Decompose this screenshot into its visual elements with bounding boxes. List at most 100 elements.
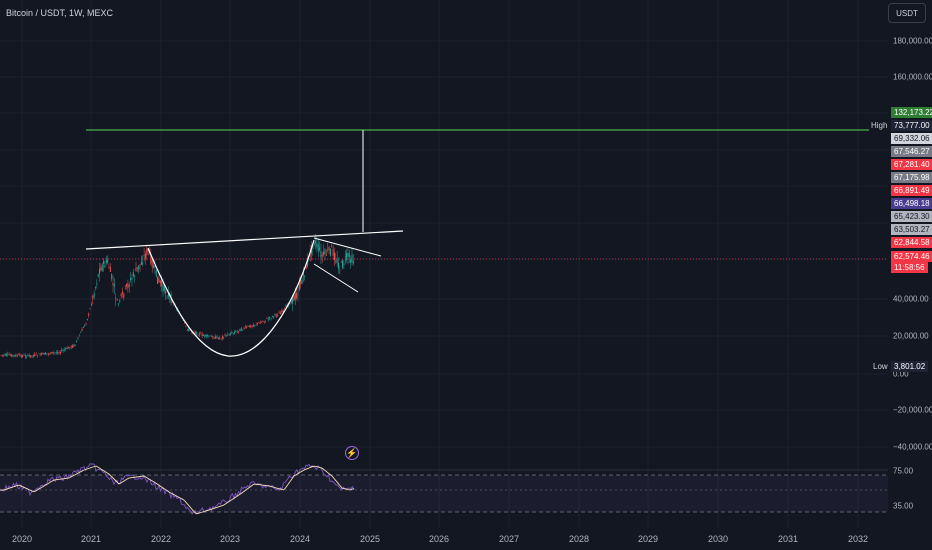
x-tick: 2021 [80, 534, 102, 544]
candle-body [200, 333, 202, 334]
candle-body [146, 248, 148, 256]
candle-body [34, 354, 36, 357]
candle-body [100, 266, 102, 271]
candle-body [128, 284, 130, 287]
candle-body [59, 351, 61, 354]
candle-body [306, 260, 308, 267]
candle-body [46, 353, 48, 355]
candle-body [117, 303, 119, 305]
candle-body [246, 326, 248, 328]
candle-body [225, 335, 227, 337]
candle-body [51, 352, 53, 353]
candle-body [294, 293, 296, 300]
y-tick: 180,000.00 [893, 36, 932, 46]
candle-body [171, 301, 173, 303]
candle-body [130, 278, 132, 281]
candle-body [247, 326, 249, 327]
candle-body [296, 292, 298, 299]
candle-body [324, 249, 326, 255]
y-tick: −20,000.00 [893, 405, 932, 415]
candle-body [190, 331, 192, 333]
candle-body [343, 263, 345, 265]
candle-body [47, 353, 49, 355]
candle-body [228, 335, 230, 336]
candle-body [15, 354, 17, 357]
candle-body [320, 250, 322, 258]
lightning-icon[interactable]: ⚡ [345, 446, 359, 460]
candle-body [55, 352, 57, 354]
candle-body [0, 355, 2, 356]
currency-button[interactable]: USDT [888, 3, 926, 23]
candle-body [269, 316, 271, 318]
candle-body [150, 253, 152, 264]
candle-body [203, 335, 204, 336]
candle-body [186, 329, 188, 331]
candle-body [23, 355, 25, 356]
candle-body [305, 264, 307, 270]
candle-body [63, 349, 65, 351]
candle-body [5, 354, 7, 356]
candle-body [189, 329, 191, 331]
candle-body [328, 246, 330, 251]
candle-body [12, 354, 14, 356]
candle-body [41, 353, 42, 355]
candle-body [297, 293, 299, 294]
symbol-title[interactable]: Bitcoin / USDT, 1W, MEXC [6, 8, 114, 18]
candle-body [209, 335, 211, 337]
candle-body [238, 331, 240, 332]
rsi-band [0, 475, 888, 512]
candle-body [162, 285, 164, 292]
candle-body [35, 353, 37, 355]
rsi-ma-line [0, 465, 355, 515]
candle-body [28, 355, 30, 356]
candle-body [244, 326, 246, 328]
candle-body [124, 286, 126, 288]
candle-body [112, 283, 114, 286]
x-tick: 2030 [707, 534, 729, 544]
candle-body [42, 352, 44, 354]
candle-body [316, 243, 318, 248]
candle-body [332, 249, 334, 257]
candle-body [221, 336, 223, 339]
y-tick: 0.00 [893, 369, 909, 379]
candle-body [252, 325, 254, 327]
candle-body [323, 251, 325, 256]
candle-body [215, 336, 217, 339]
candle-body [348, 253, 350, 257]
candle-body [277, 315, 279, 316]
candle-body [223, 337, 225, 338]
candle-body [300, 279, 302, 285]
candle-body [153, 265, 155, 268]
candle-body [70, 345, 72, 348]
candle-body [301, 279, 303, 284]
candle-body [292, 295, 294, 304]
candle-body [30, 355, 32, 358]
candle-body [335, 260, 337, 262]
price-badge: 67,175.98 [891, 172, 932, 183]
candle-body [217, 337, 219, 340]
candle-body [182, 319, 184, 321]
candle-body [197, 334, 199, 336]
candle-body [188, 329, 190, 331]
candle-body [49, 353, 51, 355]
candle-body [290, 301, 292, 303]
candle-body [81, 329, 83, 332]
candle-body [16, 355, 18, 356]
y-tick: 20,000.00 [893, 331, 929, 341]
candle-body [39, 354, 41, 356]
candle-body [158, 278, 160, 283]
candle-body [11, 354, 13, 357]
candle-body [161, 280, 163, 286]
candle-body [108, 267, 110, 268]
candle-body [109, 267, 111, 272]
candle-body [86, 318, 88, 321]
candle-body [339, 269, 341, 271]
candle-body [84, 324, 86, 326]
candle-body [105, 259, 107, 263]
candle-body [7, 353, 9, 355]
candle-body [132, 272, 134, 277]
candle-body [122, 291, 123, 294]
candle-body [342, 260, 344, 268]
candle-body [167, 292, 169, 297]
